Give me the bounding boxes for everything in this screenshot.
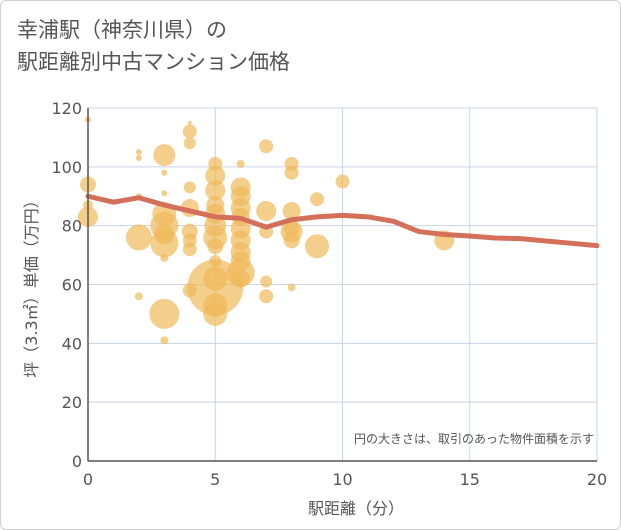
bubble-point [259, 139, 274, 154]
y-tick-label: 20 [62, 393, 82, 412]
bubble-point [125, 224, 152, 251]
bubble-point [256, 200, 277, 221]
trend-series [85, 193, 600, 249]
bubble-point [135, 149, 142, 156]
bubble-point [260, 275, 273, 288]
x-tick-label: 5 [210, 470, 220, 489]
bubble-point [153, 144, 176, 167]
bubble-point [335, 174, 350, 189]
bubble-point [135, 155, 142, 162]
tick-labels: 0 5 10 15 20 0 20 40 60 80 100 120 [51, 99, 607, 489]
bubble-point [183, 137, 196, 150]
y-tick-label: 100 [51, 158, 82, 177]
bubbles [78, 116, 455, 345]
bubble-point [161, 190, 168, 197]
bubble-point [207, 238, 224, 255]
chart-title-line1: 幸浦駅（神奈川県）の [17, 18, 227, 42]
y-tick-label: 40 [62, 334, 82, 353]
bubble-point [282, 201, 301, 220]
x-tick-label: 0 [83, 470, 93, 489]
bubble-point [160, 336, 169, 345]
y-tick-label: 60 [62, 276, 82, 295]
bubble-point [149, 298, 180, 329]
bubble-point [284, 165, 299, 180]
bubble-point [160, 254, 169, 263]
y-tick-label: 0 [72, 452, 82, 471]
bubble-point [310, 192, 325, 207]
bubble-point [182, 124, 197, 139]
chart-title: 幸浦駅（神奈川県）の 駅距離別中古マンション価格 [17, 14, 290, 78]
y-axis-label: 坪（3.3㎡）単価（万円） [22, 192, 41, 377]
bubble-point [236, 159, 245, 168]
bubble-point [305, 234, 330, 259]
x-tick-label: 10 [332, 470, 352, 489]
x-tick-label: 15 [460, 470, 480, 489]
bubble-point [205, 180, 226, 201]
bubble-point [283, 232, 300, 249]
bubble-point [231, 269, 250, 288]
bubble-point [161, 169, 168, 176]
y-tick-label: 120 [51, 99, 82, 118]
bubble-point [259, 289, 274, 304]
bubble-point [183, 181, 196, 194]
bubble-point [287, 283, 296, 292]
bubble-point [205, 165, 226, 186]
x-axis-label: 駅距離（分） [308, 499, 404, 518]
bubble-point [187, 120, 192, 125]
axes [87, 108, 597, 462]
bubble-point [150, 229, 179, 258]
chart-title-line2: 駅距離別中古マンション価格 [17, 50, 290, 74]
annotation-note: 円の大きさは、取引のあった物件面積を示す [354, 431, 594, 446]
x-tick-label: 20 [587, 470, 607, 489]
bubble-point [134, 292, 143, 301]
y-tick-label: 80 [62, 217, 82, 236]
bubble-point [182, 242, 197, 257]
bubble-point [203, 301, 228, 326]
trend-line [85, 193, 600, 249]
